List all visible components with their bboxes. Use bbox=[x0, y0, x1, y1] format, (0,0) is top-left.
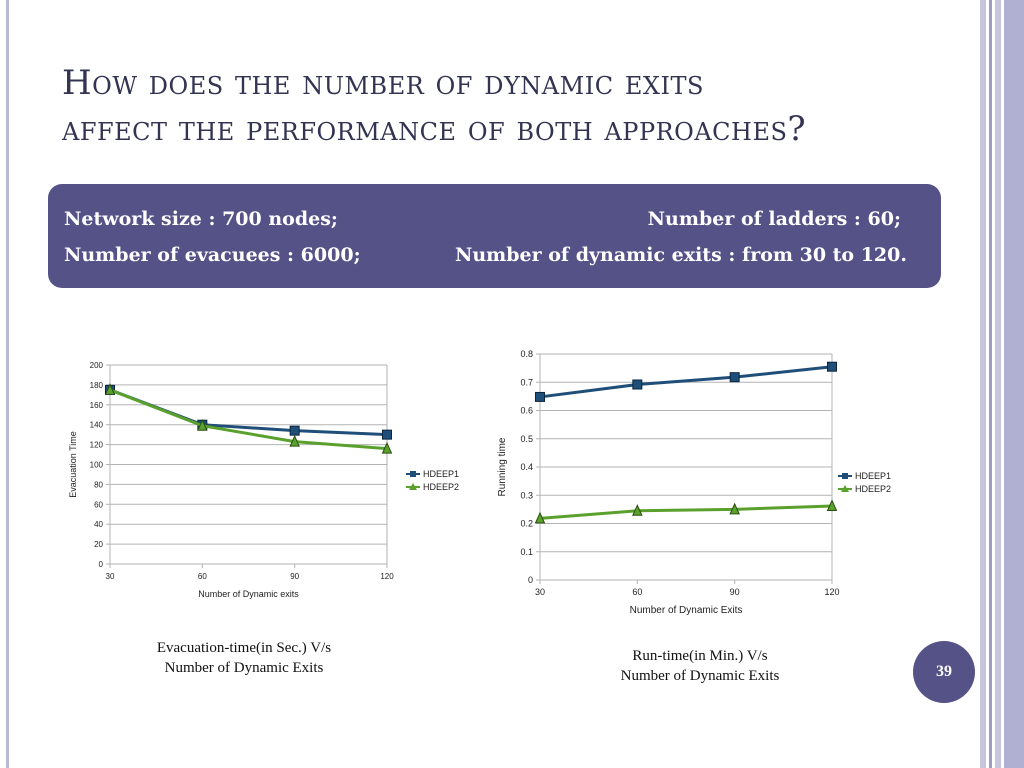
x-tick-label: 120 bbox=[380, 572, 394, 581]
y-tick-label: 40 bbox=[94, 520, 103, 529]
right-caption-line1: Run-time(in Min.) V/s bbox=[632, 648, 768, 664]
right-decorative-stripes bbox=[980, 0, 1024, 768]
y-tick-label: 20 bbox=[94, 540, 103, 549]
y-tick-label: 0 bbox=[528, 575, 533, 585]
slide-title-line1: How does the number of dynamic exits bbox=[62, 63, 704, 103]
y-tick-label: 180 bbox=[90, 381, 104, 390]
left-chart-caption: Evacuation-time(in Sec.) V/s Number of D… bbox=[104, 638, 384, 678]
y-tick-label: 160 bbox=[90, 401, 104, 410]
data-point-hdeep2 bbox=[729, 502, 740, 515]
y-tick-label: 140 bbox=[90, 421, 104, 430]
evacuation-time-chart: 0 20 40 60 80 100 120 140 160 180 200 30 60 90 120 Numb… bbox=[60, 352, 470, 616]
y-tick-label: 0.2 bbox=[520, 519, 533, 529]
series-line-hdeep1 bbox=[109, 388, 388, 437]
x-tick-label: 120 bbox=[824, 587, 839, 597]
x-tick-label: 30 bbox=[535, 587, 545, 597]
legend-label: HDEEP1 bbox=[855, 471, 891, 481]
y-axis-label: Evacuation Time bbox=[68, 431, 78, 498]
x-tick-label: 90 bbox=[290, 572, 299, 581]
data-point-hdeep2 bbox=[632, 504, 643, 516]
y-tick-label: 0.4 bbox=[520, 462, 533, 472]
series-line-hdeep1 bbox=[539, 365, 833, 399]
legend-label: HDEEP2 bbox=[855, 484, 891, 494]
evacuees-text: Number of evacuees : 6000; bbox=[64, 244, 361, 266]
page-number: 39 bbox=[936, 663, 952, 680]
slide-title: How does the number of dynamic exits aff… bbox=[62, 60, 962, 152]
y-tick-label: 100 bbox=[90, 461, 104, 470]
y-tick-label: 0.1 bbox=[520, 547, 533, 557]
x-axis-label: Number of Dynamic exits bbox=[198, 589, 299, 599]
y-tick-label: 0.5 bbox=[520, 434, 533, 444]
y-axis-label: Running time bbox=[497, 437, 508, 496]
data-point-hdeep2 bbox=[104, 383, 116, 395]
y-tick-label: 0 bbox=[99, 560, 104, 569]
running-time-chart-svg: 0 0.1 0.2 0.3 0.4 0.5 0.6 0.7 0.8 30 60 90 120 Number… bbox=[497, 349, 891, 616]
x-tick-label: 60 bbox=[198, 572, 207, 581]
data-point-hdeep2 bbox=[197, 418, 208, 431]
data-point-hdeep1 bbox=[382, 429, 392, 440]
y-tick-label: 80 bbox=[94, 480, 103, 489]
evacuation-time-chart-svg: 0 20 40 60 80 100 120 140 160 180 200 30 60 90 120 Numb… bbox=[68, 361, 459, 599]
x-tick-label: 30 bbox=[106, 572, 115, 581]
data-point-hdeep1 bbox=[289, 425, 300, 436]
legend-label: HDEEP1 bbox=[423, 469, 459, 479]
data-point-hdeep2 bbox=[381, 441, 393, 454]
left-caption-line2: Number of Dynamic Exits bbox=[164, 660, 324, 676]
data-point-hdeep2 bbox=[826, 499, 838, 511]
data-point-hdeep1 bbox=[729, 372, 740, 383]
data-point-hdeep2 bbox=[289, 434, 300, 447]
legend-label: HDEEP2 bbox=[423, 482, 459, 492]
data-point-hdeep2 bbox=[534, 511, 546, 524]
data-point-hdeep1 bbox=[535, 391, 545, 402]
left-border-rule bbox=[6, 0, 9, 768]
page-number-badge: 39 bbox=[913, 641, 975, 703]
running-time-chart: 0 0.1 0.2 0.3 0.4 0.5 0.6 0.7 0.8 30 60 90 120 Number… bbox=[490, 342, 910, 631]
y-tick-label: 0.7 bbox=[520, 377, 533, 387]
y-tick-label: 60 bbox=[94, 500, 103, 509]
y-tick-label: 0.3 bbox=[520, 490, 533, 500]
left-caption-line1: Evacuation-time(in Sec.) V/s bbox=[156, 640, 332, 656]
right-caption-line2: Number of Dynamic Exits bbox=[620, 668, 780, 684]
legend-marker bbox=[410, 471, 416, 477]
y-tick-label: 0.6 bbox=[520, 406, 533, 416]
series-line-hdeep2 bbox=[539, 504, 833, 520]
legend-marker bbox=[841, 485, 849, 492]
data-point-hdeep1 bbox=[632, 379, 643, 390]
y-tick-label: 200 bbox=[90, 361, 104, 370]
dynamic-exits-text: Number of dynamic exits : from 30 to 120… bbox=[454, 244, 907, 266]
x-tick-label: 60 bbox=[632, 587, 642, 597]
legend-marker bbox=[409, 483, 417, 490]
series-line-hdeep2 bbox=[109, 388, 388, 451]
parameters-box: Network size : 700 nodes; Number of ladd… bbox=[48, 184, 941, 288]
x-tick-label: 90 bbox=[730, 587, 740, 597]
ladders-text: Number of ladders : 60; bbox=[647, 208, 901, 230]
right-chart-caption: Run-time(in Min.) V/s Number of Dynamic … bbox=[560, 646, 840, 686]
data-point-hdeep1 bbox=[827, 361, 837, 372]
y-tick-label: 0.8 bbox=[520, 349, 533, 359]
y-tick-label: 120 bbox=[90, 441, 104, 450]
slide-title-line2: affect the performance of both approache… bbox=[62, 109, 807, 149]
x-axis-label: Number of Dynamic Exits bbox=[630, 605, 743, 616]
network-size-text: Network size : 700 nodes; bbox=[64, 208, 338, 230]
legend-marker bbox=[842, 473, 848, 479]
